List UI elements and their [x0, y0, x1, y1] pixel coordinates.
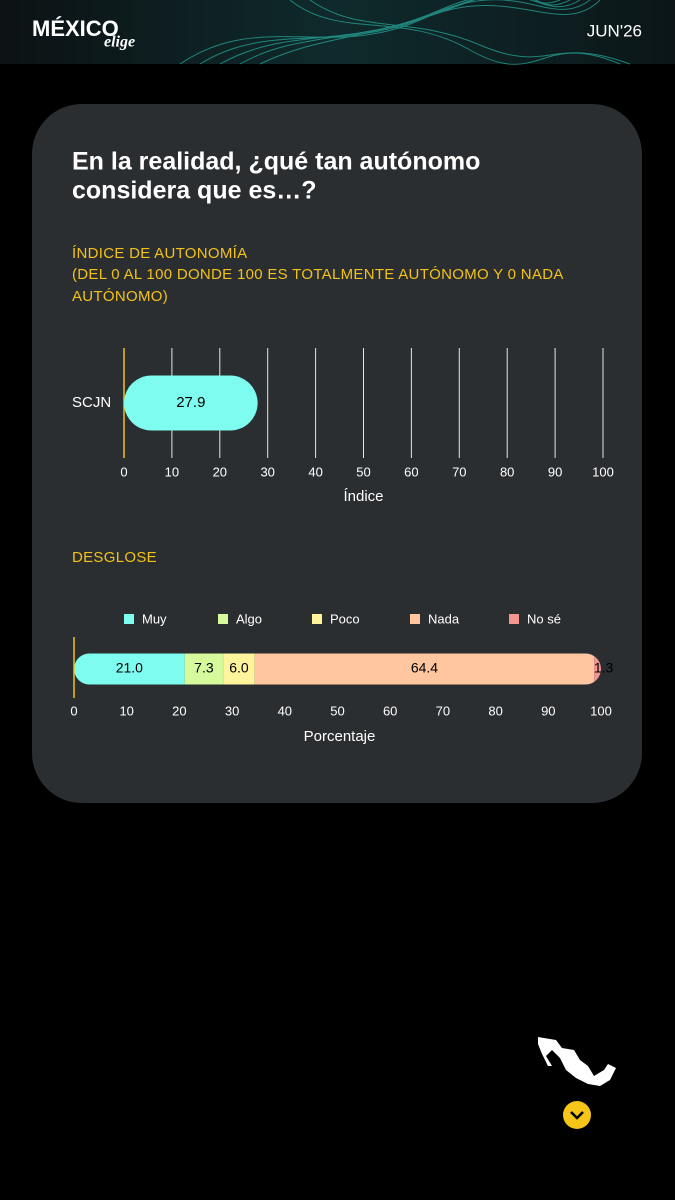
- legend-label: Muy: [142, 611, 167, 626]
- chart-subtitle: (DEL 0 AL 100 DONDE 100 ES TOTALMENTE AU…: [72, 266, 564, 283]
- bar-segment: [594, 653, 601, 685]
- x-tick-label: 0: [70, 703, 77, 718]
- legend-swatch: [124, 614, 134, 624]
- x-tick-label: 60: [383, 703, 397, 718]
- legend-swatch: [218, 614, 228, 624]
- x-tick-label: 70: [452, 464, 466, 479]
- x-tick-label: 70: [436, 703, 450, 718]
- x-tick-label: 100: [590, 703, 612, 718]
- card: [32, 104, 642, 803]
- x-tick-label: 90: [541, 703, 555, 718]
- x-tick-label: 100: [592, 464, 614, 479]
- x-tick-label: 30: [260, 464, 274, 479]
- x-tick-label: 80: [500, 464, 514, 479]
- x-tick-label: 30: [225, 703, 239, 718]
- chart-title: ÍNDICE DE AUTONOMÍA: [72, 245, 247, 262]
- legend-label: Nada: [428, 611, 460, 626]
- scroll-button[interactable]: [563, 1101, 591, 1129]
- chevron-icon: [570, 1111, 584, 1120]
- logo-sub: elige: [104, 34, 135, 51]
- x-tick-label: 0: [120, 464, 127, 479]
- card-title: considera que es…?: [72, 177, 317, 205]
- x-tick-label: 10: [119, 703, 133, 718]
- x-tick-label: 80: [488, 703, 502, 718]
- legend-swatch: [410, 614, 420, 624]
- value-label: 1.3: [594, 660, 614, 676]
- category-label: SCJN: [72, 394, 111, 411]
- bar-segment: [254, 653, 595, 685]
- legend-label: Poco: [330, 611, 360, 626]
- x-tick-label: 60: [404, 464, 418, 479]
- logo-main: MÉXICO: [32, 16, 119, 41]
- x-tick-label: 40: [308, 464, 322, 479]
- bar: [124, 375, 258, 431]
- x-tick-label: 20: [213, 464, 227, 479]
- x-tick-label: 50: [330, 703, 344, 718]
- header-waves: [179, 0, 631, 65]
- value-label: 6.0: [229, 660, 249, 676]
- chart-title: DESGLOSE: [72, 549, 157, 566]
- value-label: 27.9: [176, 394, 205, 411]
- header-date: JUN'26: [587, 21, 642, 40]
- legend-label: No sé: [527, 611, 561, 626]
- x-axis-label: Índice: [343, 488, 383, 505]
- value-label: 64.4: [411, 660, 438, 676]
- x-tick-label: 20: [172, 703, 186, 718]
- mexico-map: [538, 1037, 616, 1086]
- card-title: En la realidad, ¿qué tan autónomo: [72, 148, 480, 176]
- x-tick-label: 40: [278, 703, 292, 718]
- x-tick-label: 50: [356, 464, 370, 479]
- x-tick-label: 90: [548, 464, 562, 479]
- stacked-bar: [74, 653, 601, 685]
- bar-segment: [184, 653, 224, 685]
- chart-subtitle: AUTÓNOMO): [72, 288, 168, 305]
- bar-segment: [223, 653, 255, 685]
- x-axis-label: Porcentaje: [304, 728, 376, 745]
- legend-label: Algo: [236, 611, 262, 626]
- x-tick-label: 10: [165, 464, 179, 479]
- value-label: 7.3: [194, 660, 214, 676]
- legend-swatch: [312, 614, 322, 624]
- legend-swatch: [509, 614, 519, 624]
- bar-segment: [74, 653, 185, 685]
- value-label: 21.0: [116, 660, 143, 676]
